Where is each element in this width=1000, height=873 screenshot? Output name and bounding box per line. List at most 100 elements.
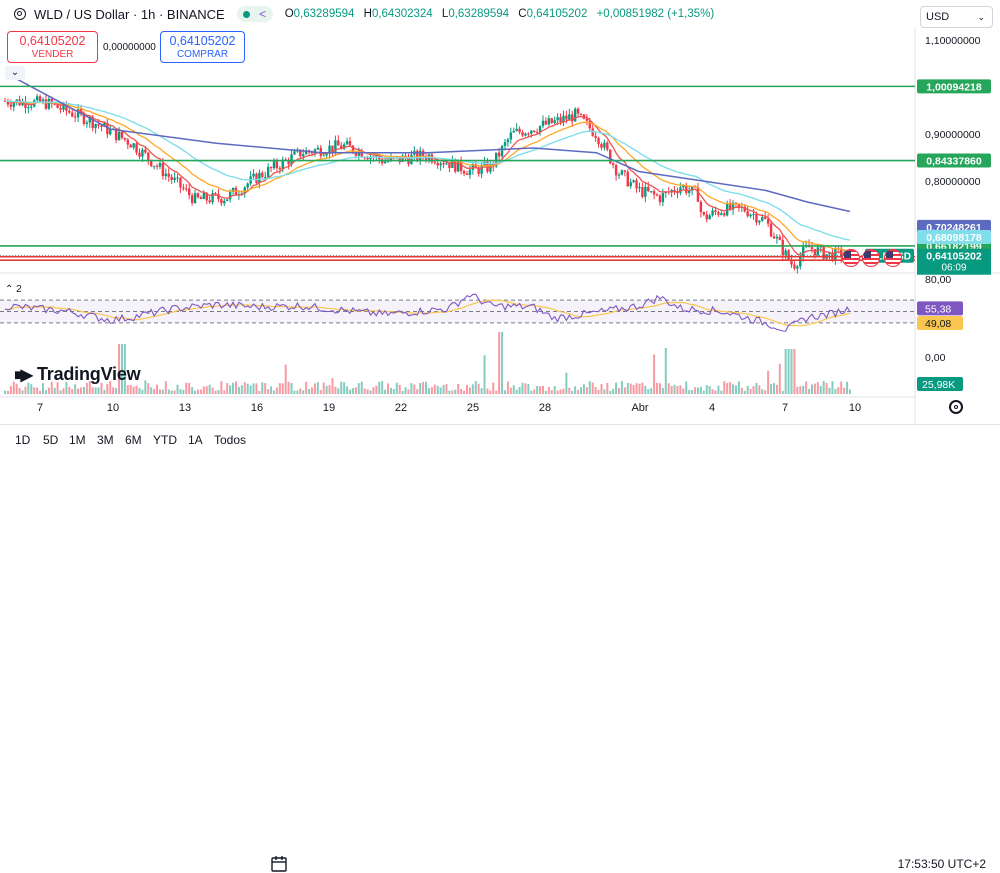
candle-body [182,187,185,189]
timeframe-1a[interactable]: 1A [188,433,203,447]
timezone-clock[interactable]: 17:53:50 UTC+2 [897,857,986,871]
volume-bar [343,382,346,394]
volume-bar [188,383,191,394]
candle-body [769,223,773,237]
candle-body [223,200,226,204]
candle-body [644,186,647,197]
volume-bar [568,387,571,394]
chart-settings-gear-icon[interactable] [949,400,963,414]
volume-bar [749,389,752,394]
volume-bar [249,385,252,394]
volume-bar [489,390,492,394]
volume-bar [705,385,708,394]
candle-body [342,144,346,149]
volume-bar [293,390,296,394]
candle-body [152,165,156,167]
candle-body [228,192,232,200]
market-status-pill[interactable]: < [236,6,273,22]
candle-body [65,103,68,111]
candle-body [749,214,752,217]
candle-body [424,156,428,160]
volume-bar [620,381,623,394]
volume-bar [208,384,211,394]
volume-bar [574,386,577,394]
candle-body [647,186,650,192]
chart-canvas[interactable]: 1,000942180,843378600,661821990,63913680… [0,0,1000,424]
time-tick: 7 [37,402,43,414]
us-flag-event-icon[interactable] [842,249,860,267]
candle-body [509,132,513,140]
timeframe-all[interactable]: Todos [214,433,247,447]
buy-label: COMPRAR [176,49,229,60]
date-range-calendar-icon[interactable] [270,855,288,873]
volume-bar [85,382,88,394]
volume-bar [694,387,697,394]
candle-body [465,173,469,175]
candle-body [193,193,197,204]
volume-bar [541,385,544,394]
volume-bar [670,385,673,394]
ema-fast-line [4,100,851,256]
volume-bar [12,381,15,394]
volume-bar [39,390,42,394]
candle-body [813,249,817,256]
candle-body [573,108,577,122]
volume-bar [4,390,6,394]
candle-body [421,150,425,157]
collapse-indicators-button[interactable]: ⌄ [5,66,25,80]
candle-body [512,130,515,133]
symbol-title[interactable]: WLD / US Dollar · 1h · BINANCE [34,6,225,22]
currency-select[interactable]: USD ⌄ [920,6,993,28]
candle-body [383,161,387,164]
us-flag-event-icon[interactable] [862,249,880,267]
timeframe-6m[interactable]: 6M [125,433,142,447]
volume-bar [501,332,504,394]
timeframe-3m[interactable]: 3M [97,433,114,447]
buy-button[interactable]: 0,64105202 COMPRAR [160,31,245,63]
volume-bar [407,389,410,394]
candle-body [173,177,176,180]
volume-bar [349,389,352,394]
candle-body [91,116,94,129]
candle-body [796,266,799,269]
timeframe-ytd[interactable]: YTD [153,433,177,447]
candle-body [685,185,688,193]
candle-body [699,201,703,213]
timeframe-1m[interactable]: 1M [69,433,86,447]
timeframe-1d[interactable]: 1D [15,433,31,447]
candle-body [588,120,591,129]
volume-bar [337,388,340,394]
volume-bar [571,390,574,394]
high-value: 0,64302324 [371,8,433,20]
sell-button[interactable]: 0,64105202 VENDER [7,31,98,63]
time-tick: 19 [323,402,335,414]
candle-body [264,176,267,178]
rsi-pane-label[interactable]: ⌃ 2 [5,284,22,295]
timeframe-5d[interactable]: 5D [43,433,59,447]
candle-body [492,163,495,167]
candle-body [293,151,296,155]
volume-bar [120,344,123,394]
candle-body [287,159,290,165]
volume-bar [629,383,632,394]
indicator-axis-label: 0,64105202 [926,251,982,263]
volume-bar [775,384,778,394]
time-tick: 10 [107,402,119,414]
candle-body [497,152,501,157]
candle-body [658,195,662,203]
volume-bar [372,387,375,394]
spread-value: 0,00000000 [103,42,156,53]
volume-bar [828,387,831,394]
candle-body [623,170,627,172]
candle-body [620,170,624,175]
volume-bar [658,383,661,394]
us-flag-event-icon[interactable] [884,249,902,267]
volume-bar [47,387,50,394]
candle-body [635,180,638,189]
tradingview-watermark: ■▶ TradingView [14,364,141,385]
volume-bar [737,381,740,394]
volume-bar [158,389,161,394]
volume-bar [363,388,366,394]
candle-body [661,192,665,203]
candle-body [524,133,527,136]
